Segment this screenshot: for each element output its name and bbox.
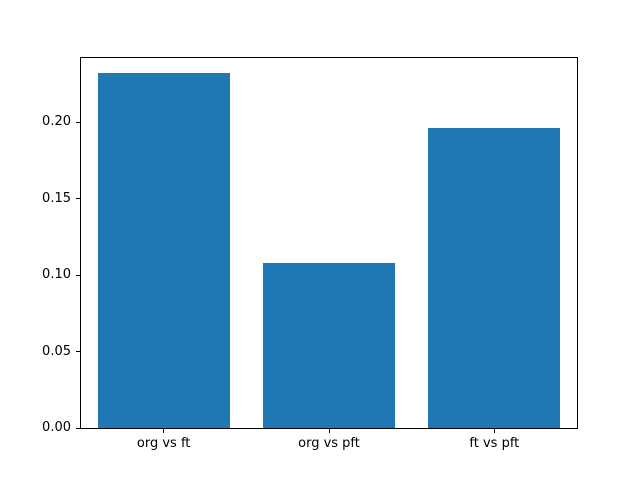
y-axis-tick-mark [76,274,80,276]
y-axis-tick-label: 0.00 [42,420,71,435]
x-axis-tick-mark [328,429,330,433]
x-axis-tick-label: ft vs pft [469,436,520,451]
y-axis-tick-label: 0.05 [42,343,71,359]
x-axis-tick-mark [493,429,495,433]
y-axis-tick-mark [76,427,80,429]
y-axis-tick-label: 0.15 [42,190,71,206]
y-axis-tick-label: 0.20 [42,114,71,130]
x-axis-tick-label: org vs ft [136,436,191,451]
x-axis-tick-mark [163,429,165,433]
bar-ft-vs-pft [428,128,561,428]
y-axis-tick-mark [76,198,80,200]
plot-area: 0.00 0.05 0.10 0.15 0.20 org vs ft org vs pft f… [42,57,578,451]
bar-org-vs-ft [97,73,230,428]
bar-org-vs-pft [262,262,396,428]
y-axis-tick-mark [76,121,80,123]
y-axis-tick-label: 0.10 [42,267,71,283]
x-axis-tick-label: org vs pft [298,436,360,451]
y-axis-tick-mark [76,351,80,353]
